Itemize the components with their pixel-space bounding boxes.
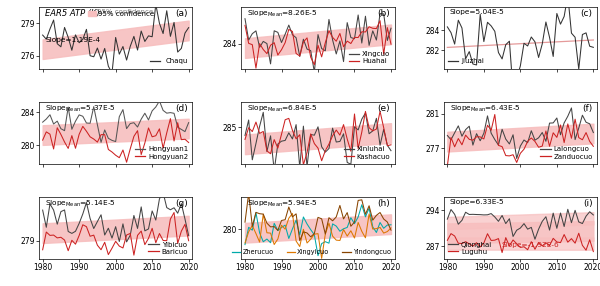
Text: (g): (g) (175, 199, 188, 208)
Text: Slope=1.19E-4: Slope=1.19E-4 (45, 37, 100, 43)
Text: Slope$_{\rm Mean}$=6.84E-5: Slope$_{\rm Mean}$=6.84E-5 (247, 104, 318, 114)
Legend: Zherucuo, Xingyicuo, Yindongcuo: Zherucuo, Xingyicuo, Yindongcuo (229, 246, 394, 257)
Text: (e): (e) (377, 104, 390, 113)
Text: Slope=-1.92E-6: Slope=-1.92E-6 (502, 242, 560, 248)
Text: (a): (a) (175, 9, 188, 18)
Text: 95% confidence: 95% confidence (97, 9, 154, 15)
Text: EAR5 ATP (K): EAR5 ATP (K) (45, 9, 100, 18)
Text: (f): (f) (582, 104, 592, 113)
Legend: Lalongcuo, Zanduocuo: Lalongcuo, Zanduocuo (538, 144, 596, 162)
Text: Slope$_{\rm Mean}$=6.43E-5: Slope$_{\rm Mean}$=6.43E-5 (450, 104, 521, 114)
Text: Slope=6.33E-5: Slope=6.33E-5 (450, 199, 505, 205)
Legend: Xingcuo, Huahai: Xingcuo, Huahai (346, 49, 393, 67)
Text: (c): (c) (580, 9, 592, 18)
Legend: Chaqu: Chaqu (147, 55, 191, 67)
Legend: Hongyuan1, Hongyuan2: Hongyuan1, Hongyuan2 (132, 144, 191, 162)
Text: Slope$_{\rm Mean}$=5.37E-5: Slope$_{\rm Mean}$=5.37E-5 (45, 104, 116, 114)
Legend: Xinluhai, Kashacuo: Xinluhai, Kashacuo (341, 144, 393, 162)
Text: (d): (d) (175, 104, 188, 113)
Text: Slope=5.04E-5: Slope=5.04E-5 (450, 9, 505, 15)
Text: (h): (h) (377, 199, 390, 208)
Text: (b): (b) (377, 9, 390, 18)
Legend: Jiuzhai: Jiuzhai (445, 55, 487, 67)
Legend: Qionghai, Luguhu: Qionghai, Luguhu (445, 239, 495, 257)
Text: Slope$_{\rm Mean}$=8.26E-5: Slope$_{\rm Mean}$=8.26E-5 (247, 9, 318, 19)
Text: Slope$_{\rm Mean}$=5.14E-5: Slope$_{\rm Mean}$=5.14E-5 (45, 199, 116, 209)
Text: (i): (i) (583, 199, 592, 208)
Legend: Yibicuo, Baricuo: Yibicuo, Baricuo (146, 239, 191, 257)
Text: Slope$_{\rm Mean}$=5.94E-5: Slope$_{\rm Mean}$=5.94E-5 (247, 199, 318, 209)
